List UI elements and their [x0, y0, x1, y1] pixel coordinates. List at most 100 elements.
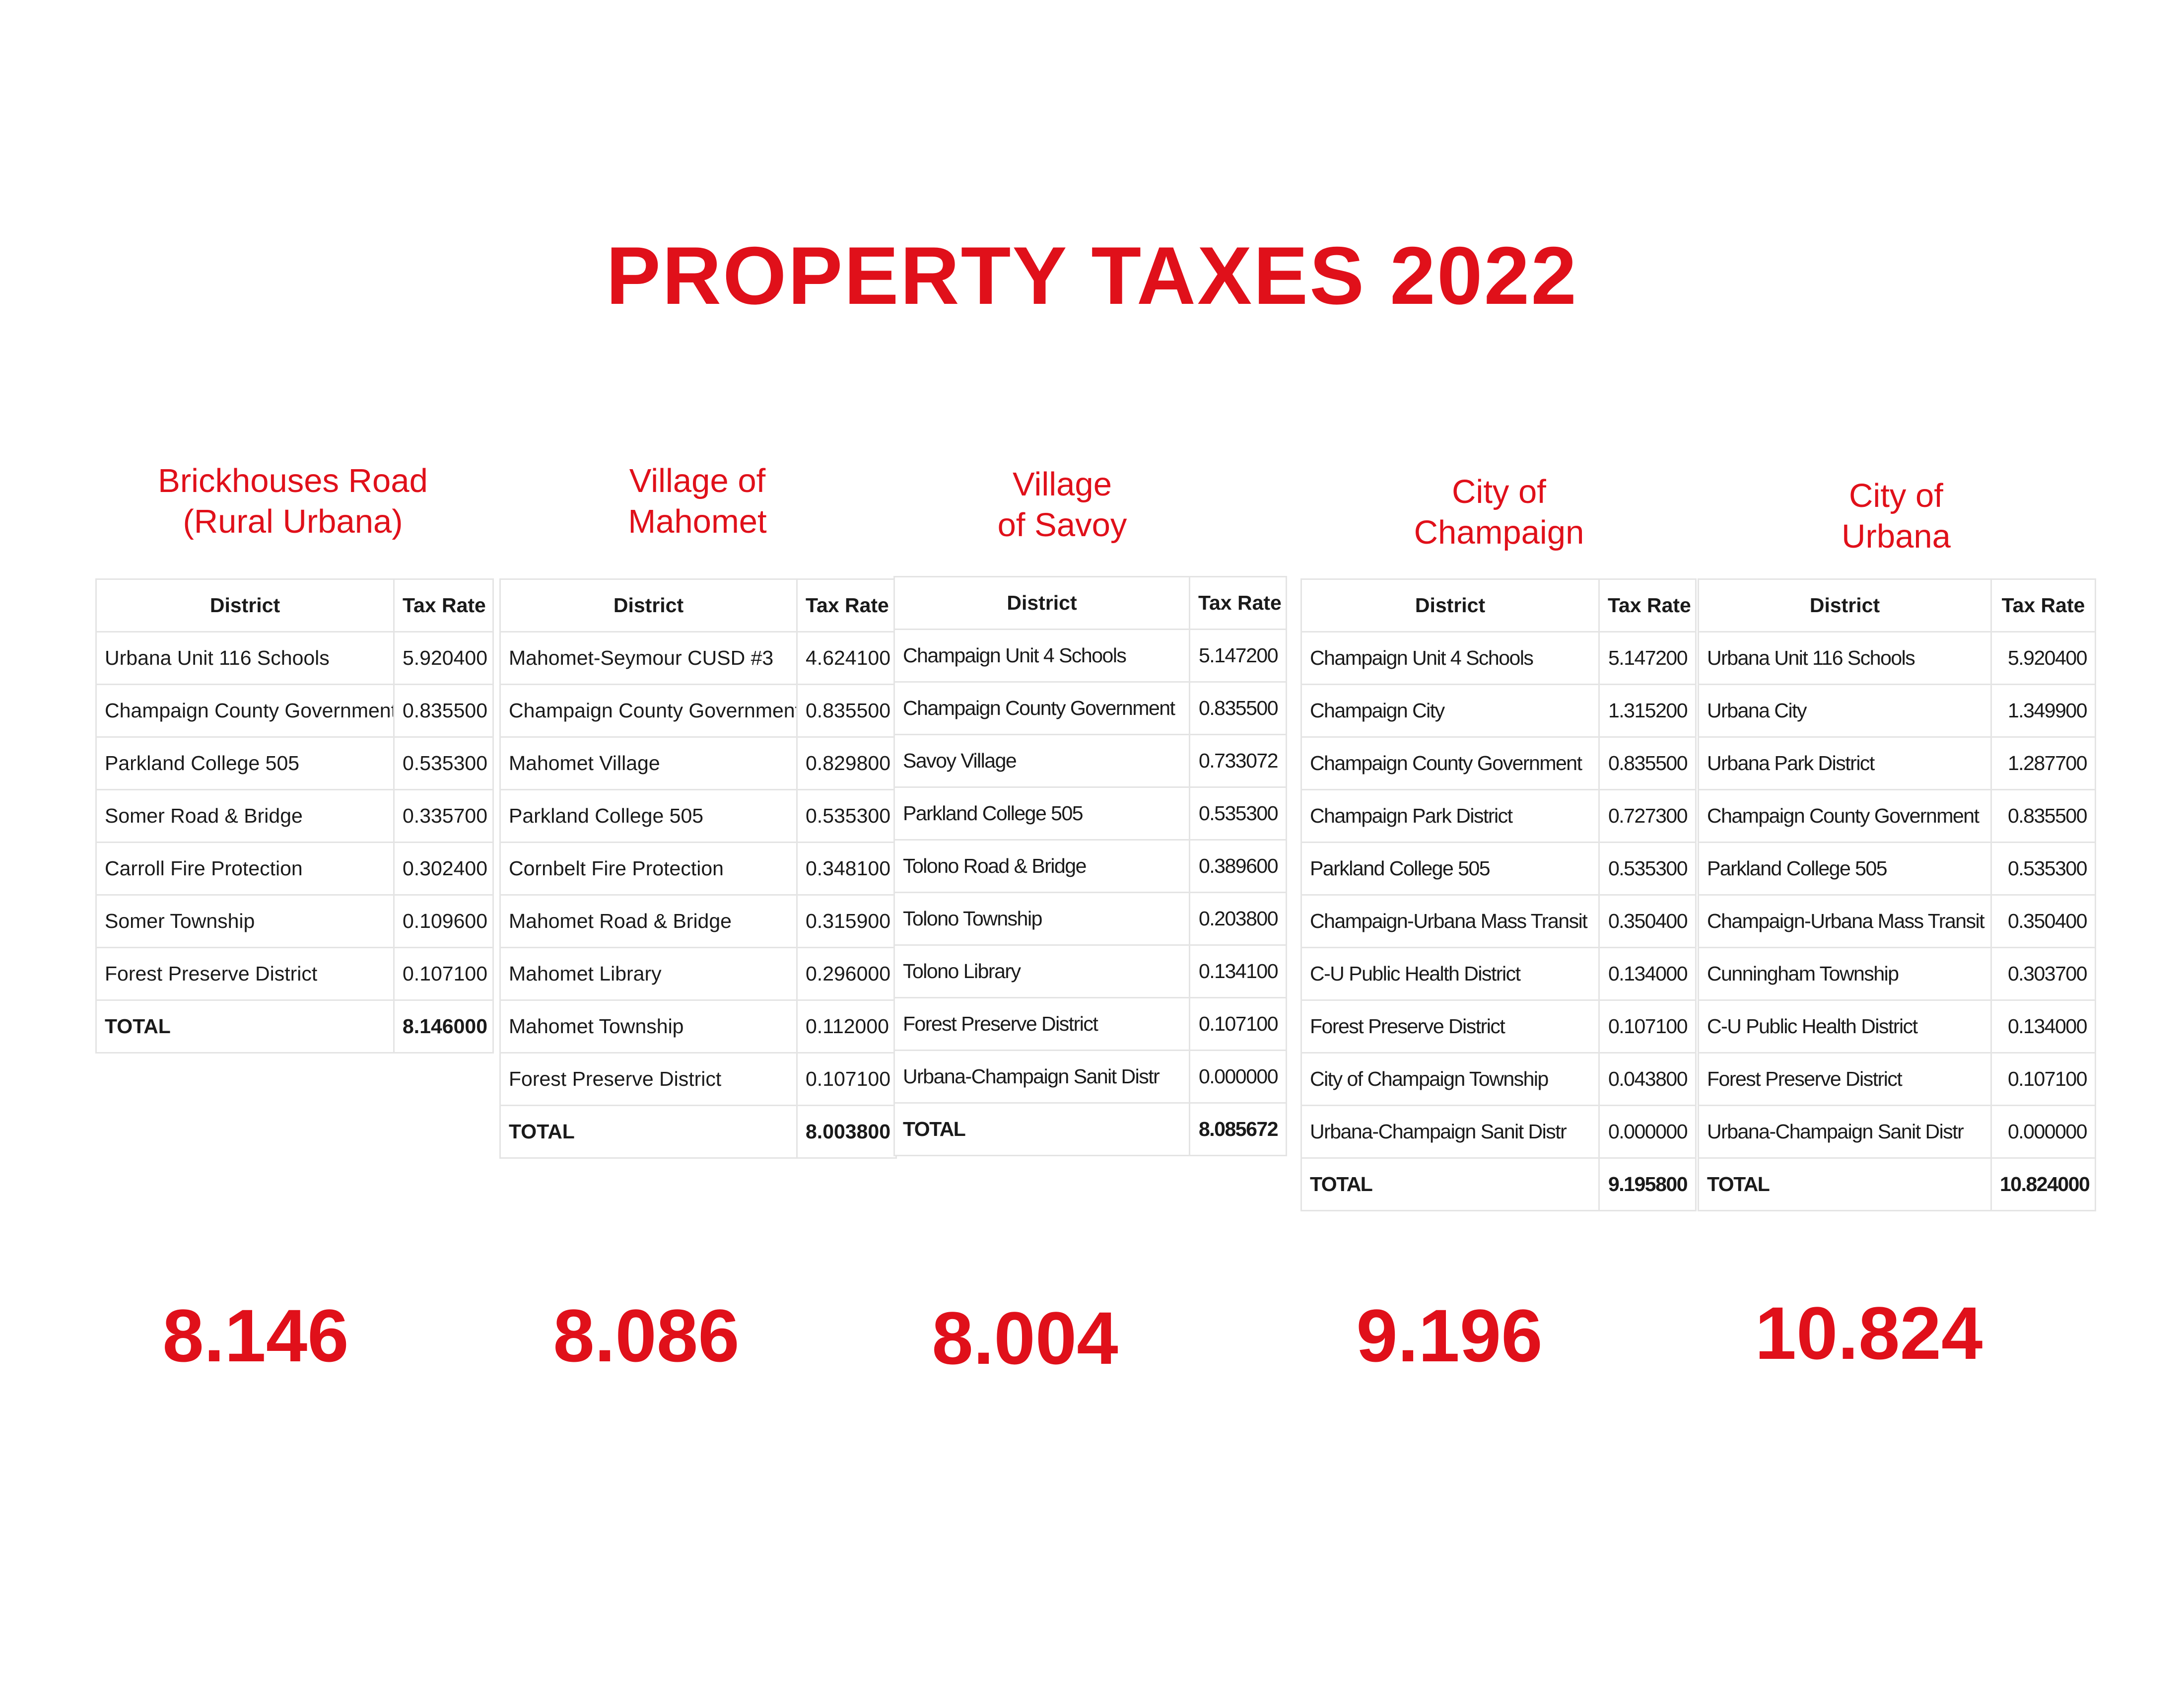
- table-row: Champaign Park District 0.727300: [1300, 789, 1697, 843]
- tax-table-champaign: District Tax Rate Champaign Unit 4 Schools…: [1300, 578, 1697, 1211]
- district-cell: Carroll Fire Protection: [95, 842, 395, 896]
- table-row: Parkland College 505 0.535300: [1698, 842, 2096, 896]
- total-value: 8.003800: [796, 1105, 897, 1159]
- header-tax-rate: Tax Rate: [1598, 578, 1697, 633]
- tax-rate-cell: 0.535300: [1990, 842, 2096, 896]
- district-cell: Mahomet Township: [499, 999, 798, 1054]
- header-tax-rate: Tax Rate: [1990, 578, 2096, 633]
- district-cell: C-U Public Health District: [1698, 999, 1992, 1054]
- table-row: Parkland College 505 0.535300: [1300, 842, 1697, 896]
- district-cell: Forest Preserve District: [1300, 999, 1600, 1054]
- table-row: Parkland College 505 0.535300: [893, 786, 1287, 841]
- header-district: District: [95, 578, 395, 633]
- table-row: Champaign City 1.315200: [1300, 684, 1697, 738]
- district-cell: City of Champaign Township: [1300, 1052, 1600, 1106]
- total-row: TOTAL 8.003800: [499, 1105, 897, 1159]
- table-row: Urbana City 1.349900: [1698, 684, 2096, 738]
- table-row: Urbana-Champaign Sanit Distr 0.000000: [1300, 1105, 1697, 1159]
- tax-rate-cell: 0.112000: [796, 999, 897, 1054]
- table-header-row: District Tax Rate: [1698, 578, 2096, 633]
- table-row: Urbana Unit 116 Schools 5.920400: [1698, 631, 2096, 685]
- total-label: TOTAL: [1300, 1157, 1600, 1211]
- tax-rate-cell: 1.315200: [1598, 684, 1697, 738]
- header-district: District: [893, 576, 1190, 630]
- district-cell: Mahomet-Seymour CUSD #3: [499, 631, 798, 685]
- header-tax-rate: Tax Rate: [393, 578, 494, 633]
- table-row: Champaign Unit 4 Schools 5.147200: [1300, 631, 1697, 685]
- district-cell: Parkland College 505: [893, 786, 1190, 841]
- tax-rate-cell: 0.302400: [393, 842, 494, 896]
- table-row: Urbana Unit 116 Schools 5.920400: [95, 631, 494, 685]
- table-row: Somer Road & Bridge 0.335700: [95, 789, 494, 843]
- column-heading-brickhouses: Brickhouses Road (Rural Urbana): [158, 462, 428, 540]
- table-row: Urbana-Champaign Sanit Distr 0.000000: [1698, 1105, 2096, 1159]
- district-cell: Champaign County Government: [1698, 789, 1992, 843]
- table-row: Mahomet Road & Bridge 0.315900: [499, 894, 897, 948]
- district-cell: Urbana City: [1698, 684, 1992, 738]
- column-heading-champaign: City of Champaign: [1414, 473, 1584, 551]
- table-row: Parkland College 505 0.535300: [499, 789, 897, 843]
- total-value: 10.824000: [1990, 1157, 2096, 1211]
- district-cell: Forest Preserve District: [95, 947, 395, 1001]
- district-cell: Mahomet Road & Bridge: [499, 894, 798, 948]
- tax-rate-cell: 0.348100: [796, 842, 897, 896]
- big-total-savoy: 8.004: [932, 1296, 1118, 1380]
- table-row: City of Champaign Township 0.043800: [1300, 1052, 1697, 1106]
- tax-rate-cell: 0.835500: [1990, 789, 2096, 843]
- tax-rate-cell: 0.535300: [1189, 786, 1287, 841]
- table-row: Somer Township 0.109600: [95, 894, 494, 948]
- column-heading-mahomet: Village of Mahomet: [628, 462, 767, 540]
- tax-rate-cell: 0.335700: [393, 789, 494, 843]
- header-district: District: [1698, 578, 1992, 633]
- tax-table-mahomet: District Tax Rate Mahomet-Seymour CUSD #3 4…: [499, 578, 897, 1159]
- district-cell: Champaign County Government: [1300, 736, 1600, 790]
- tax-rate-cell: 0.835500: [796, 684, 897, 738]
- tax-rate-cell: 0.835500: [393, 684, 494, 738]
- tax-rate-cell: 0.315900: [796, 894, 897, 948]
- total-value: 8.085672: [1189, 1102, 1287, 1156]
- tax-rate-cell: 0.107100: [1990, 1052, 2096, 1106]
- tax-rate-cell: 0.134000: [1990, 999, 2096, 1054]
- district-cell: Parkland College 505: [1698, 842, 1992, 896]
- total-row: TOTAL 9.195800: [1300, 1157, 1697, 1211]
- tax-rate-cell: 0.000000: [1990, 1105, 2096, 1159]
- table-row: Tolono Road & Bridge 0.389600: [893, 839, 1287, 893]
- table-header-row: District Tax Rate: [893, 576, 1287, 630]
- district-cell: Urbana-Champaign Sanit Distr: [1300, 1105, 1600, 1159]
- table-row: Forest Preserve District 0.107100: [95, 947, 494, 1001]
- tax-rate-cell: 0.350400: [1990, 894, 2096, 948]
- table-row: Champaign County Government 0.835500: [95, 684, 494, 738]
- table-row: Champaign Unit 4 Schools 5.147200: [893, 629, 1287, 683]
- total-value: 8.146000: [393, 999, 494, 1054]
- tax-rate-cell: 4.624100: [796, 631, 897, 685]
- table-row: Tolono Library 0.134100: [893, 944, 1287, 998]
- table-row: Mahomet Township 0.112000: [499, 999, 897, 1054]
- tax-rate-cell: 0.107100: [1598, 999, 1697, 1054]
- district-cell: Tolono Road & Bridge: [893, 839, 1190, 893]
- tax-rate-cell: 0.535300: [796, 789, 897, 843]
- tax-rate-cell: 5.920400: [393, 631, 494, 685]
- tax-rate-cell: 0.727300: [1598, 789, 1697, 843]
- tax-rate-cell: 0.303700: [1990, 947, 2096, 1001]
- district-cell: Cunningham Township: [1698, 947, 1992, 1001]
- district-cell: Forest Preserve District: [499, 1052, 798, 1106]
- table-row: Champaign County Government 0.835500: [893, 681, 1287, 735]
- tax-rate-cell: 0.733072: [1189, 734, 1287, 788]
- tax-rate-cell: 0.535300: [393, 736, 494, 790]
- tax-rate-cell: 0.389600: [1189, 839, 1287, 893]
- table-row: Urbana Park District 1.287700: [1698, 736, 2096, 790]
- table-row: Forest Preserve District 0.107100: [1300, 999, 1697, 1054]
- tax-rate-cell: 5.147200: [1189, 629, 1287, 683]
- district-cell: Parkland College 505: [1300, 842, 1600, 896]
- table-header-row: District Tax Rate: [499, 578, 897, 633]
- table-row: Forest Preserve District 0.107100: [499, 1052, 897, 1106]
- tax-rate-cell: 0.134000: [1598, 947, 1697, 1001]
- district-cell: Urbana Unit 116 Schools: [1698, 631, 1992, 685]
- tax-table-savoy: District Tax Rate Champaign Unit 4 Schools…: [893, 576, 1287, 1156]
- tax-table-brickhouses: District Tax Rate Urbana Unit 116 Schools 5…: [95, 578, 494, 1054]
- big-total-brickhouses: 8.146: [162, 1294, 349, 1377]
- district-cell: Champaign Unit 4 Schools: [1300, 631, 1600, 685]
- total-row: TOTAL 8.146000: [95, 999, 494, 1054]
- column-heading-urbana: City of Urbana: [1842, 477, 1951, 555]
- tax-table-urbana: District Tax Rate Urbana Unit 116 Schools 5…: [1698, 578, 2096, 1211]
